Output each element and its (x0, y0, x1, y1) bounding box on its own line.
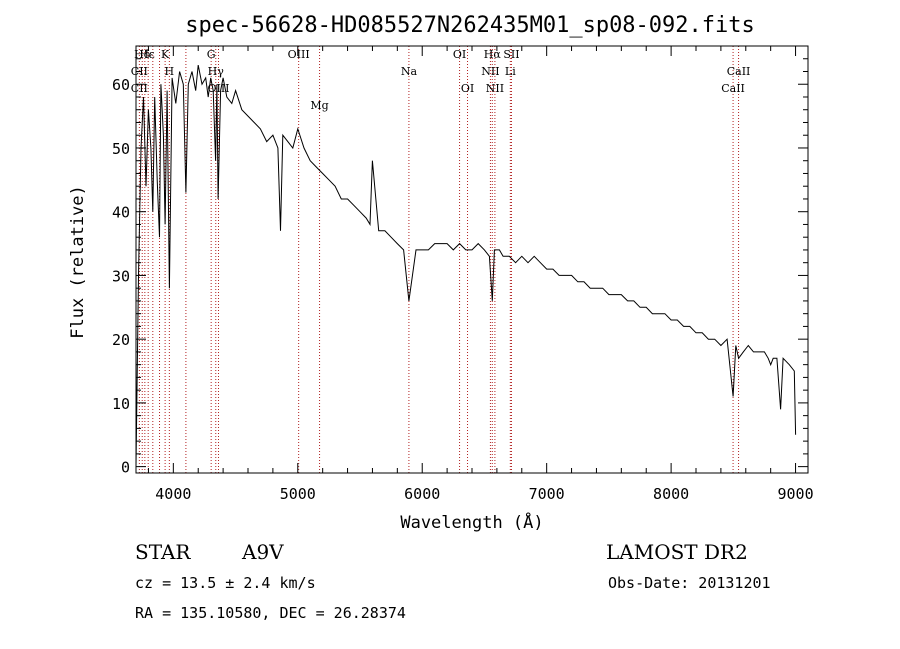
chart-title: spec-56628-HD085527N262435M01_sp08-092.f… (185, 13, 755, 38)
x-axis-label: Wavelength (Å) (400, 511, 543, 533)
spectral-class: A9V (242, 540, 284, 564)
coordinates-text: RA = 135.10580, DEC = 26.28374 (135, 604, 406, 622)
y-tick-label-4: 40 (112, 204, 130, 222)
marker-label-13: OI (461, 82, 474, 95)
x-tick-label-1: 5000 (280, 485, 316, 503)
marker-label-14: Hα (484, 48, 502, 61)
redshift-text: cz = 13.5 ± 2.4 km/s (135, 574, 316, 592)
y-tick-label-0: 0 (121, 459, 130, 477)
marker-label-3: Hε (139, 48, 155, 61)
marker-label-9: OIII (288, 48, 310, 61)
marker-label-6: G (207, 48, 216, 61)
object-type: STAR (135, 540, 191, 564)
y-tick-label-5: 50 (112, 140, 130, 158)
y-tick-label-3: 30 (112, 267, 130, 285)
x-tick-label-0: 4000 (155, 485, 191, 503)
marker-label-18: Li (505, 65, 516, 78)
marker-label-10: Mg (310, 99, 328, 112)
x-tick-label-4: 8000 (653, 485, 689, 503)
x-tick-label-3: 7000 (529, 485, 565, 503)
survey-name: LAMOST DR2 (606, 540, 748, 564)
marker-label-17: SII (503, 48, 519, 61)
marker-label-0: Hδ (134, 48, 151, 61)
marker-label-19: CaII (727, 65, 751, 78)
marker-label-4: K (161, 48, 170, 61)
marker-label-12: OI (453, 48, 466, 61)
marker-label-7: Hγ (208, 65, 225, 78)
y-axis-ticks: 0 10 20 30 40 50 60 (112, 58, 808, 477)
marker-label-2: CII (131, 82, 148, 95)
marker-label-16: NII (486, 82, 504, 95)
x-axis-ticks: 4000 5000 6000 7000 8000 9000 (147, 46, 814, 503)
y-tick-label-2: 20 (112, 331, 130, 349)
x-tick-label-5: 9000 (777, 485, 813, 503)
marker-label-11: Na (401, 65, 418, 78)
y-tick-label-6: 60 (112, 76, 130, 94)
y-tick-label-1: 10 (112, 395, 130, 413)
marker-label-5: H (165, 65, 175, 78)
y-axis-label: Flux (relative) (68, 185, 88, 339)
marker-label-20: CaII (721, 82, 745, 95)
marker-label-15: NII (481, 65, 499, 78)
obs-date: Obs-Date: 20131201 (608, 574, 771, 592)
plot-frame (135, 45, 809, 474)
x-tick-label-2: 6000 (404, 485, 440, 503)
line-markers (138, 46, 740, 473)
spectrum-line (135, 65, 797, 467)
